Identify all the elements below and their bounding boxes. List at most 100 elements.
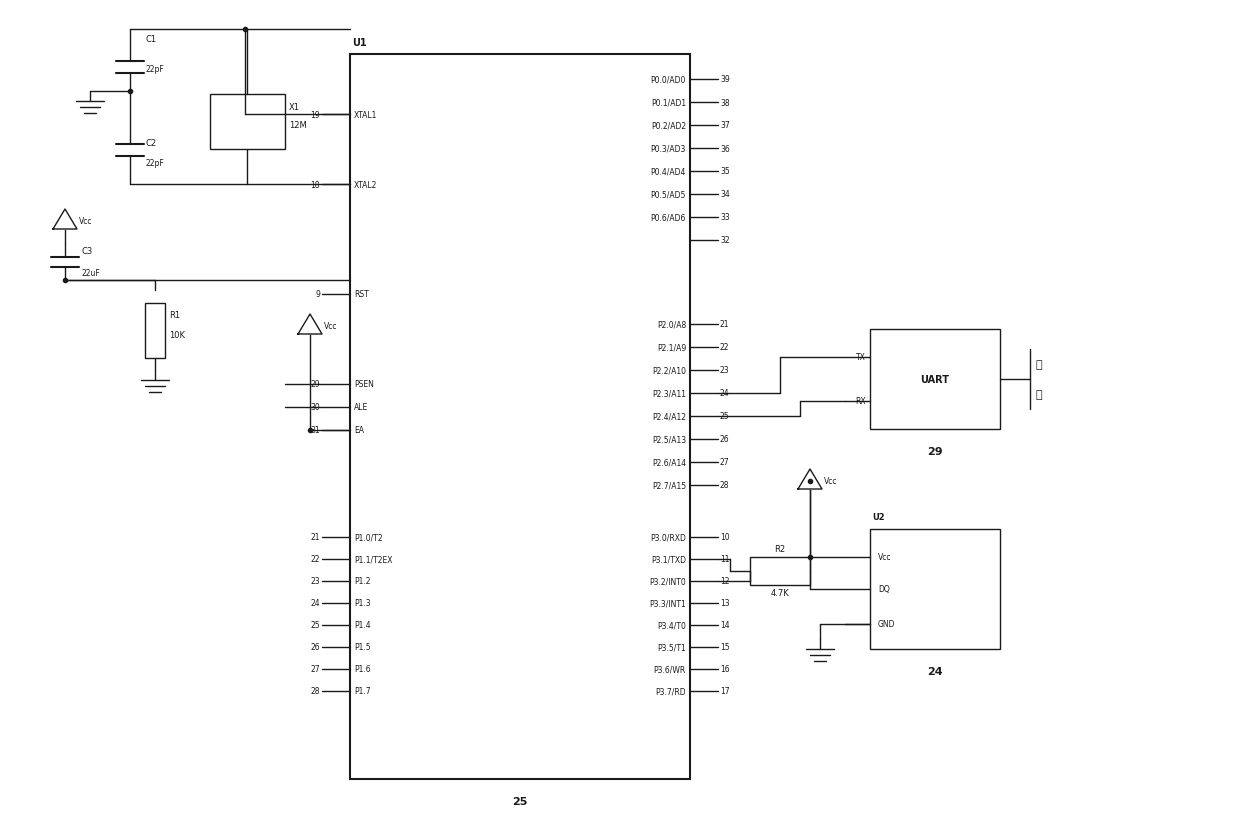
Text: 23: 23 xyxy=(720,366,730,375)
Bar xyxy=(145,304,165,359)
Text: P3.7/RD: P3.7/RD xyxy=(655,686,686,696)
Text: P1.6: P1.6 xyxy=(354,665,370,674)
Text: 25: 25 xyxy=(720,412,730,421)
Text: P1.0/T2: P1.0/T2 xyxy=(354,533,383,542)
Text: P0.0/AD0: P0.0/AD0 xyxy=(650,75,686,84)
Text: 39: 39 xyxy=(720,75,730,84)
Text: 22: 22 xyxy=(720,343,730,352)
Text: 30: 30 xyxy=(310,403,320,412)
Text: 24: 24 xyxy=(311,599,320,608)
Text: 14: 14 xyxy=(720,621,730,629)
Text: Vcc: Vcc xyxy=(79,218,93,227)
Text: P2.4/A12: P2.4/A12 xyxy=(652,412,686,421)
Text: P3.2/INT0: P3.2/INT0 xyxy=(649,576,686,586)
Text: 25: 25 xyxy=(311,621,320,629)
Text: P2.3/A11: P2.3/A11 xyxy=(652,389,686,398)
Text: P2.0/A8: P2.0/A8 xyxy=(657,320,686,329)
Text: P0.4/AD4: P0.4/AD4 xyxy=(650,167,686,176)
Text: 13: 13 xyxy=(720,599,730,608)
Text: 34: 34 xyxy=(720,190,730,199)
Text: P0.6/AD6: P0.6/AD6 xyxy=(650,213,686,222)
Text: 19: 19 xyxy=(311,110,320,119)
Text: 29: 29 xyxy=(927,447,943,457)
Text: RX: RX xyxy=(855,397,866,406)
Text: 37: 37 xyxy=(720,122,730,131)
Text: 32: 32 xyxy=(720,237,730,245)
Text: C2: C2 xyxy=(146,138,157,147)
Text: 26: 26 xyxy=(720,435,730,444)
Text: PSEN: PSEN xyxy=(354,380,374,389)
Text: P0.2/AD2: P0.2/AD2 xyxy=(650,122,686,131)
Text: 21: 21 xyxy=(311,533,320,542)
Text: Vcc: Vcc xyxy=(824,477,838,486)
Text: P1.3: P1.3 xyxy=(354,599,370,608)
Text: P0.5/AD5: P0.5/AD5 xyxy=(650,190,686,199)
Text: 33: 33 xyxy=(720,213,730,222)
Text: ALE: ALE xyxy=(354,403,368,412)
Text: 16: 16 xyxy=(720,665,730,674)
Text: U1: U1 xyxy=(352,38,367,48)
Text: P3.6/WR: P3.6/WR xyxy=(654,665,686,674)
Text: R1: R1 xyxy=(169,311,180,320)
Text: P1.4: P1.4 xyxy=(354,621,370,629)
Text: P0.3/AD3: P0.3/AD3 xyxy=(650,145,686,153)
Text: RST: RST xyxy=(354,290,369,299)
Text: 4.7K: 4.7K xyxy=(771,589,789,598)
Bar xyxy=(750,557,810,586)
Text: P3.0/RXD: P3.0/RXD xyxy=(650,533,686,542)
Text: 22pF: 22pF xyxy=(146,158,165,167)
Text: P3.5/T1: P3.5/T1 xyxy=(657,643,686,652)
Text: 21: 21 xyxy=(720,320,730,329)
Text: 10: 10 xyxy=(720,533,730,542)
Text: 23: 23 xyxy=(311,576,320,586)
Text: UART: UART xyxy=(921,375,949,385)
Text: P1.2: P1.2 xyxy=(354,576,370,586)
Text: R2: R2 xyxy=(774,545,786,554)
Text: 26: 26 xyxy=(311,643,320,652)
Text: X1: X1 xyxy=(289,103,300,112)
Text: 17: 17 xyxy=(720,686,730,696)
Polygon shape xyxy=(798,470,821,490)
Text: P2.5/A13: P2.5/A13 xyxy=(652,435,686,444)
Text: 12M: 12M xyxy=(289,121,307,129)
Text: 24: 24 xyxy=(927,667,943,676)
Text: 24: 24 xyxy=(720,389,730,398)
Text: C1: C1 xyxy=(146,36,157,45)
Bar xyxy=(349,55,690,779)
Text: 线: 线 xyxy=(1035,390,1042,399)
Text: 22pF: 22pF xyxy=(146,65,165,74)
Text: 18: 18 xyxy=(311,180,320,189)
Text: P1.1/T2EX: P1.1/T2EX xyxy=(354,555,393,564)
Text: 28: 28 xyxy=(720,481,730,490)
Text: GND: GND xyxy=(878,619,896,629)
Text: 38: 38 xyxy=(720,98,730,108)
Text: 27: 27 xyxy=(311,665,320,674)
Text: U2: U2 xyxy=(872,513,885,522)
Text: 36: 36 xyxy=(720,145,730,153)
Text: 25: 25 xyxy=(512,796,528,806)
Text: P1.7: P1.7 xyxy=(354,686,370,696)
Text: DQ: DQ xyxy=(878,585,890,594)
Text: EA: EA xyxy=(354,426,364,435)
Text: P2.2/A10: P2.2/A10 xyxy=(652,366,686,375)
Text: C3: C3 xyxy=(81,247,92,256)
Text: TX: TX xyxy=(856,353,866,362)
Text: 22uF: 22uF xyxy=(81,269,100,278)
Text: P0.1/AD1: P0.1/AD1 xyxy=(650,98,686,108)
Text: P3.3/INT1: P3.3/INT1 xyxy=(649,599,686,608)
Text: 28: 28 xyxy=(311,686,320,696)
Text: P1.5: P1.5 xyxy=(354,643,370,652)
Text: P2.6/A14: P2.6/A14 xyxy=(652,458,686,467)
Text: 29: 29 xyxy=(311,380,320,389)
Text: P3.1/TXD: P3.1/TXD xyxy=(650,555,686,564)
Text: Vcc: Vcc xyxy=(878,552,892,562)
Text: P2.1/A9: P2.1/A9 xyxy=(657,343,686,352)
Text: XTAL1: XTAL1 xyxy=(354,110,378,119)
Bar xyxy=(870,529,1000,649)
Bar xyxy=(209,95,285,150)
Text: 27: 27 xyxy=(720,458,730,467)
Text: 15: 15 xyxy=(720,643,730,652)
Text: 35: 35 xyxy=(720,167,730,176)
Text: 31: 31 xyxy=(311,426,320,435)
Text: 9: 9 xyxy=(315,290,320,299)
